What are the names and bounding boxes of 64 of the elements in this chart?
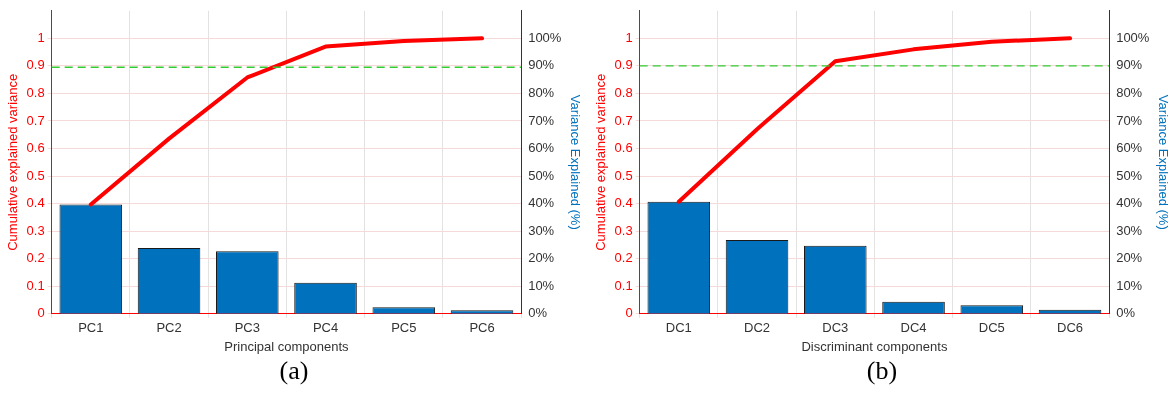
y2-tick-label: 30% — [528, 222, 555, 238]
y-tick-label: 0.8 — [26, 85, 45, 101]
x-tick-label: DC3 — [822, 320, 849, 336]
y-tick-label: 1 — [37, 29, 45, 45]
y-tick-label: 0.6 — [26, 140, 45, 156]
y2-tick-label: 10% — [528, 277, 555, 293]
x-tick-label: PC2 — [156, 320, 182, 336]
y-tick-label: 0.1 — [26, 277, 45, 293]
y-tick-label: 0.8 — [614, 85, 633, 101]
x-tick-label: PC4 — [312, 320, 339, 336]
y-tick-label: 0.2 — [26, 250, 45, 266]
y2-tick-label: 80% — [1116, 85, 1143, 101]
y-tick-label: 1 — [625, 29, 633, 45]
y2-tick-label: 40% — [1116, 195, 1143, 211]
y-tick-label: 0.3 — [614, 222, 633, 238]
x-tick-label: DC5 — [978, 320, 1005, 336]
x-tick-label: DC2 — [744, 320, 771, 336]
y-tick-label: 0.7 — [26, 112, 45, 128]
y-tick-label: 0.5 — [26, 167, 45, 183]
y-tick-label: 0.9 — [614, 57, 633, 73]
y-tick-label: 0.4 — [614, 195, 633, 211]
y-tick-label: 0 — [37, 305, 45, 321]
x-tick-label: DC1 — [665, 320, 692, 336]
y-axis-title: Cumulative explained variance — [593, 73, 609, 251]
y-tick-label: 0.6 — [614, 140, 633, 156]
x-tick-label: PC6 — [469, 320, 495, 336]
y2-tick-label: 80% — [528, 85, 555, 101]
x-tick-label: PC3 — [234, 320, 260, 336]
y2-tick-label: 70% — [1116, 112, 1143, 128]
y2-axis-title: Variance Explained (%) — [1155, 94, 1171, 230]
x-tick-label: PC5 — [391, 320, 417, 336]
y2-axis-title: Variance Explained (%) — [567, 94, 583, 230]
y-tick-label: 0.3 — [26, 222, 45, 238]
y2-tick-label: 100% — [1116, 29, 1150, 45]
y-tick-label: 0.7 — [614, 112, 633, 128]
y-tick-label: 0.1 — [614, 277, 633, 293]
y2-tick-label: 0% — [528, 305, 548, 321]
y2-tick-label: 50% — [1116, 167, 1143, 183]
x-axis-title: Discriminant components — [801, 338, 948, 354]
y-tick-label: 0 — [625, 305, 633, 321]
y-axis-title: Cumulative explained variance — [5, 73, 21, 251]
y-tick-label: 0.9 — [26, 57, 45, 73]
text: (a) — [278, 356, 310, 386]
y2-tick-label: 40% — [528, 195, 555, 211]
y2-tick-label: 90% — [1116, 57, 1143, 73]
x-tick-label: DC6 — [1057, 320, 1084, 336]
y2-tick-label: 60% — [528, 140, 555, 156]
x-tick-label: DC4 — [900, 320, 927, 336]
text: (b) — [865, 356, 899, 386]
y-tick-label: 0.4 — [26, 195, 45, 211]
y2-tick-label: 70% — [528, 112, 555, 128]
y2-tick-label: 20% — [528, 250, 555, 266]
x-axis-title: Principal components — [224, 338, 350, 354]
y2-tick-label: 10% — [1116, 277, 1143, 293]
y-tick-label: 0.2 — [614, 250, 633, 266]
y2-tick-label: 20% — [1116, 250, 1143, 266]
y2-tick-label: 100% — [528, 29, 562, 45]
y-tick-label: 0.5 — [614, 167, 633, 183]
y2-tick-label: 0% — [1116, 305, 1136, 321]
y2-tick-label: 90% — [528, 57, 555, 73]
y2-tick-label: 30% — [1116, 222, 1143, 238]
y2-tick-label: 60% — [1116, 140, 1143, 156]
x-tick-label: PC1 — [78, 320, 104, 336]
y2-tick-label: 50% — [528, 167, 555, 183]
